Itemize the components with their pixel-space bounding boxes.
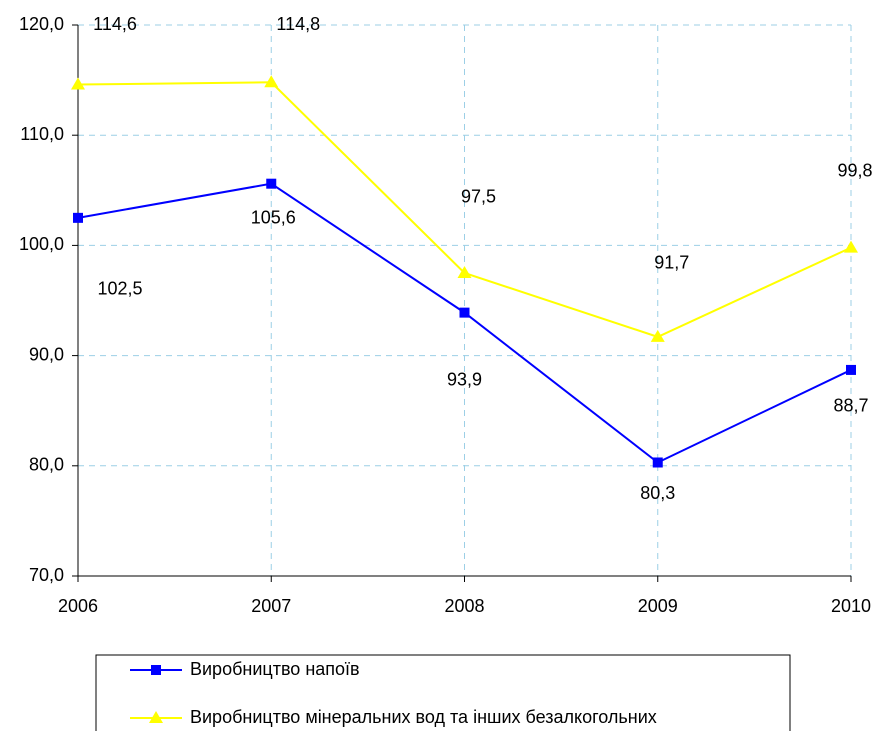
y-tick-label: 90,0: [29, 344, 64, 364]
x-tick-label: 2009: [638, 596, 678, 616]
marker: [650, 329, 665, 342]
marker: [457, 265, 472, 278]
data-label: 114,6: [93, 14, 137, 34]
y-tick-label: 100,0: [19, 234, 64, 254]
data-label: 93,9: [447, 369, 482, 389]
marker: [264, 75, 279, 88]
marker: [151, 665, 161, 675]
data-label: 114,8: [276, 14, 320, 34]
data-label: 102,5: [97, 279, 142, 299]
data-label: 80,3: [640, 483, 675, 503]
data-label: 88,7: [833, 396, 868, 416]
y-tick-label: 110,0: [20, 124, 64, 144]
x-tick-label: 2010: [831, 596, 871, 616]
legend-label: Виробництво мінеральних вод та інших без…: [190, 707, 657, 727]
marker: [459, 307, 470, 318]
marker: [71, 77, 85, 90]
marker: [846, 364, 856, 375]
marker: [266, 178, 277, 189]
marker: [652, 457, 663, 468]
data-label: 91,7: [654, 253, 689, 273]
marker: [149, 711, 163, 723]
x-tick-label: 2008: [444, 596, 484, 616]
y-tick-label: 70,0: [29, 565, 64, 585]
data-label: 97,5: [461, 187, 496, 207]
marker: [73, 212, 83, 223]
y-tick-label: 120,0: [19, 14, 64, 34]
data-label: 105,6: [251, 207, 296, 227]
y-tick-label: 80,0: [29, 455, 64, 475]
series-line: [77, 81, 852, 338]
legend-label: Виробництво напоїв: [190, 659, 360, 679]
data-label: 99,8: [837, 160, 872, 180]
x-tick-label: 2007: [251, 596, 291, 616]
x-tick-label: 2006: [58, 596, 98, 616]
marker: [844, 240, 858, 253]
legend-box: [95, 654, 791, 731]
